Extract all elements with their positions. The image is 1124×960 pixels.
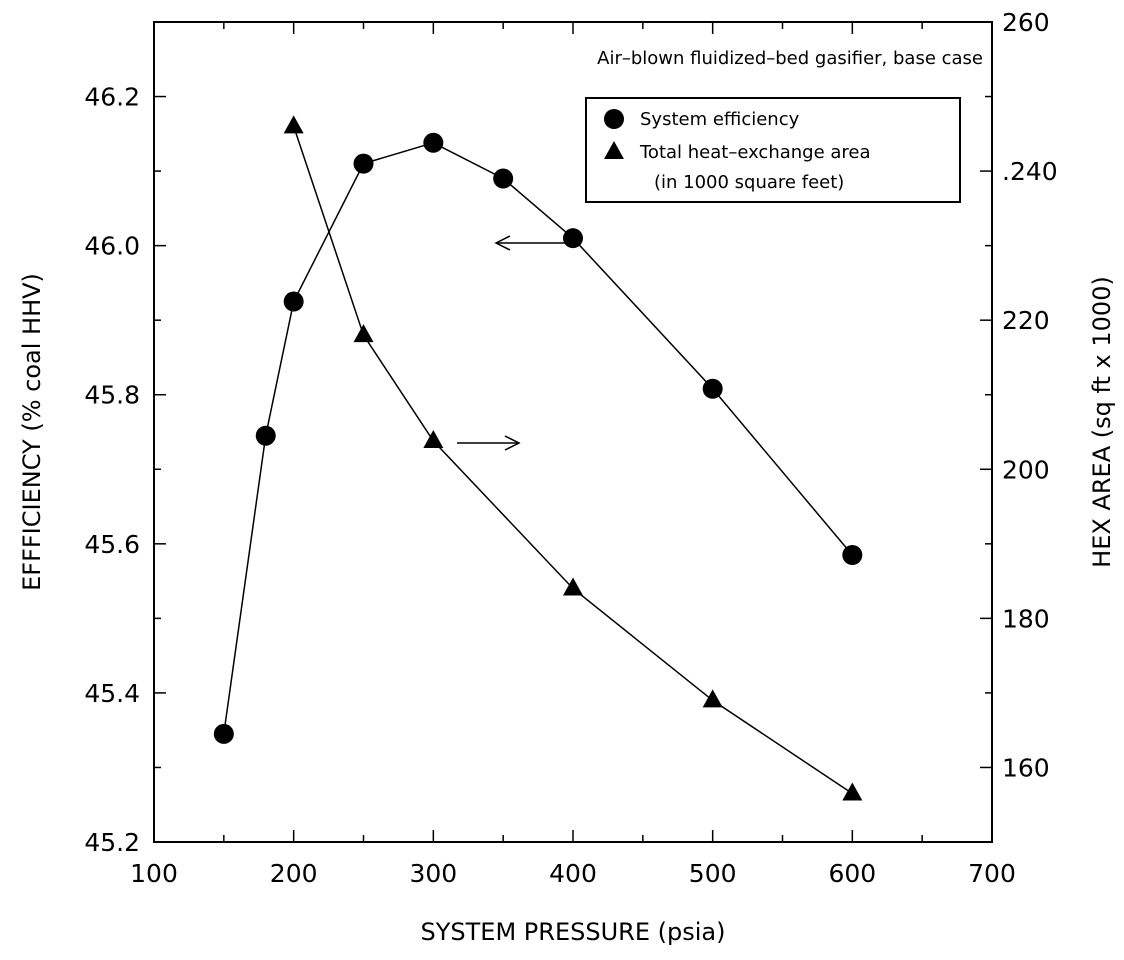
x-tick-label: 400 <box>549 859 597 888</box>
legend-label-heat-exchange: Total heat–exchange area <box>639 142 871 163</box>
x-tick-label: 700 <box>968 859 1016 888</box>
legend-sublabel-heat-exchange: (in 1000 square feet) <box>654 172 844 193</box>
efficiency-point <box>702 378 723 399</box>
y-tick-label: 45.2 <box>84 828 140 857</box>
x-tick-label: 100 <box>130 859 178 888</box>
heat-exchange-point <box>283 115 304 134</box>
y2-tick-label: 260 <box>1002 8 1050 37</box>
heat-exchange-series-line <box>292 126 853 795</box>
efficiency-series-line <box>223 141 853 735</box>
efficiency-point <box>423 132 444 153</box>
legend: System efficiency Total heat–exchange ar… <box>585 97 961 203</box>
heat-exchange-point <box>702 689 723 708</box>
y-axis-title: EFFFICIENCY (% coal HHV) <box>18 273 46 591</box>
x-tick-label: 300 <box>409 859 457 888</box>
y-tick-label: 45.6 <box>84 530 140 559</box>
efficiency-point <box>563 228 583 249</box>
heat-exchange-point <box>423 429 444 448</box>
x-tick-label: 200 <box>270 859 318 888</box>
series-markers <box>213 115 863 801</box>
y2-tick-label: .240 <box>1002 157 1058 186</box>
arrow-right-annotation <box>457 435 521 451</box>
efficiency-point <box>283 291 304 312</box>
axis-ticks: 100 200 300 400 500 600 700 45.2 45.4 45.6 45.8 46.… <box>84 8 1057 888</box>
y2-tick-label: 180 <box>1002 604 1050 633</box>
y2-tick-label: 220 <box>1002 306 1050 335</box>
y-tick-label: 45.4 <box>84 679 140 708</box>
y2-axis-title: HEX AREA (sq ft x 1000) <box>1088 276 1116 568</box>
efficiency-point <box>842 545 863 565</box>
legend-triangle-marker <box>604 141 624 159</box>
heat-exchange-point <box>563 577 583 596</box>
y2-tick-label: 200 <box>1002 455 1050 484</box>
efficiency-point <box>255 425 276 446</box>
series-lines <box>223 126 853 795</box>
arrow-left-annotation <box>494 235 565 251</box>
efficiency-point <box>213 723 234 744</box>
y-tick-label: 46.0 <box>84 232 140 261</box>
heat-exchange-point <box>842 782 863 801</box>
x-tick-label: 600 <box>828 859 876 888</box>
x-axis-title: SYSTEM PRESSURE (psia) <box>421 918 726 946</box>
y-tick-label: 45.8 <box>84 381 140 410</box>
efficiency-point <box>353 153 374 174</box>
chart-annotation: Air–blown fluidized–bed gasifier, base c… <box>597 48 983 69</box>
legend-circle-marker <box>604 109 624 129</box>
x-tick-label: 500 <box>689 859 737 888</box>
efficiency-point <box>493 168 514 189</box>
heat-exchange-point <box>353 324 374 343</box>
legend-label-efficiency: System efficiency <box>640 109 800 130</box>
y2-tick-label: 160 <box>1002 753 1050 782</box>
y-tick-label: 46.2 <box>84 83 140 112</box>
legend-box <box>585 97 961 203</box>
